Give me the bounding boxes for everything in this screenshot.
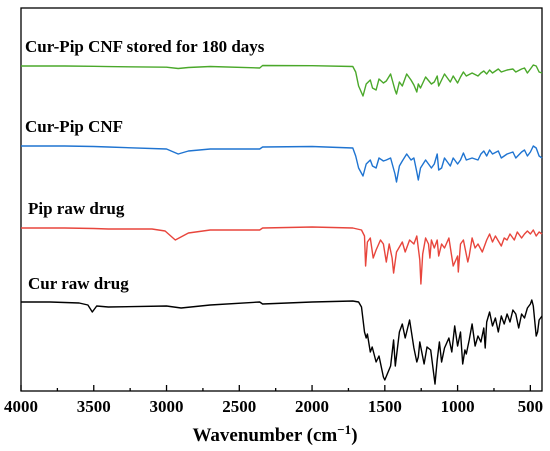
x-tick-label: 500 xyxy=(518,397,544,416)
spectra-group xyxy=(21,64,543,385)
spectrum-line-4 xyxy=(21,299,543,385)
spectrum-line-3 xyxy=(21,226,543,285)
spectrum-line-2 xyxy=(21,145,543,183)
series-label-4: Cur raw drug xyxy=(28,274,129,293)
x-tick-label: 4000 xyxy=(4,397,38,416)
x-tick-label: 3000 xyxy=(150,397,184,416)
x-tick-label: 3500 xyxy=(77,397,111,416)
x-axis-title: Wavenumber (cm−1) xyxy=(192,422,357,446)
series-labels: Cur-Pip CNF stored for 180 days Cur-Pip C… xyxy=(25,37,265,293)
series-label-2: Cur-Pip CNF xyxy=(25,117,123,136)
plot-frame xyxy=(20,7,543,392)
series-label-3: Pip raw drug xyxy=(28,199,125,218)
x-tick-label: 2500 xyxy=(222,397,256,416)
x-tick-label: 2000 xyxy=(295,397,329,416)
x-axis-ticks: 4000 3500 3000 2500 2000 1500 1000 500 xyxy=(4,385,543,416)
spectrum-line-1 xyxy=(21,64,543,97)
x-tick-label: 1000 xyxy=(441,397,475,416)
x-tick-label: 1500 xyxy=(368,397,402,416)
series-label-1: Cur-Pip CNF stored for 180 days xyxy=(25,37,265,56)
